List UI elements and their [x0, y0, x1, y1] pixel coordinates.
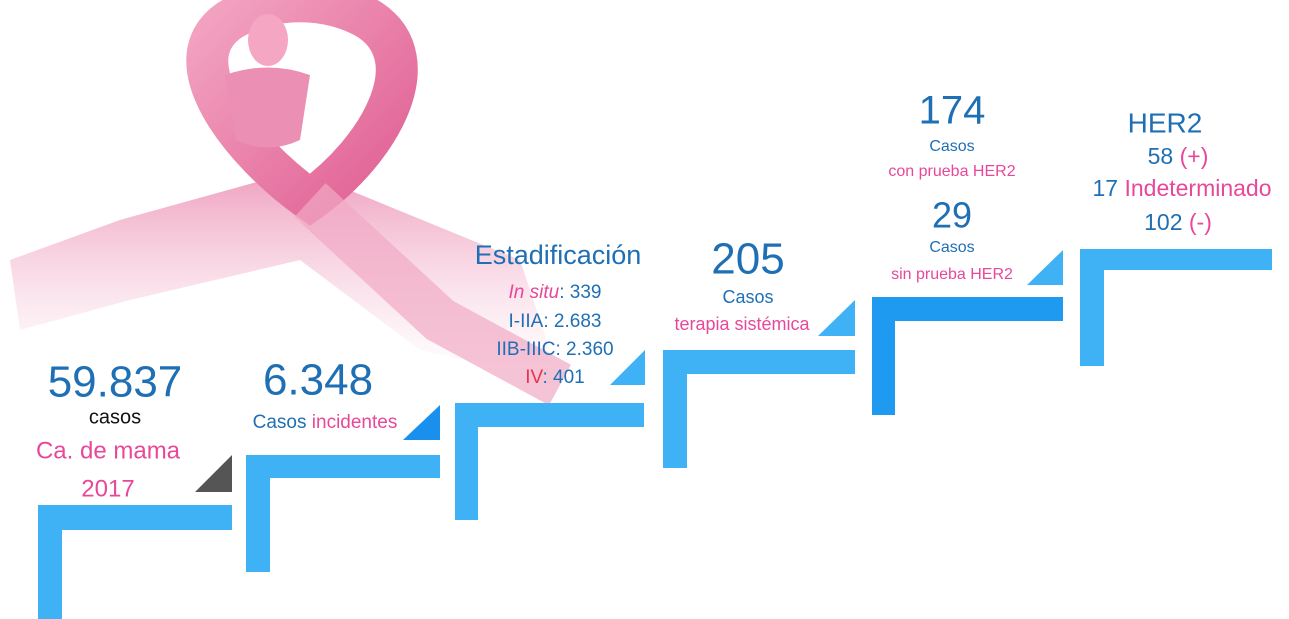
step-2: [246, 455, 440, 572]
step-number: 174: [919, 89, 986, 133]
stage-row: IV: 401: [525, 367, 585, 388]
stage-value: : 2.360: [556, 339, 614, 360]
stage-label: IIB-IIIC: [496, 339, 555, 360]
step-3: [455, 403, 644, 520]
step-label: sin prueba HER2: [891, 266, 1013, 283]
infographic: 59.837 casos Ca. de mama 2017 6.348 Caso…: [0, 0, 1289, 619]
step-number: 205: [711, 235, 784, 284]
step-number: 29: [932, 195, 972, 236]
her2-value: 102: [1144, 209, 1182, 235]
stage-row: I-IIA: 2.683: [509, 311, 602, 332]
step-number: 59.837: [48, 358, 183, 407]
her2-value: 58: [1148, 143, 1174, 169]
step-year: 2017: [81, 475, 134, 502]
her2-label: (+): [1180, 143, 1209, 169]
step-label: con prueba HER2: [888, 163, 1015, 180]
her2-label: Indeterminado: [1124, 175, 1271, 201]
step-triangle: [610, 350, 645, 385]
step-unit: Casos: [929, 239, 974, 256]
figure-head: [248, 14, 288, 66]
step-6: [1080, 249, 1272, 366]
step-1: [38, 505, 232, 619]
her2-row: 17 Indeterminado: [1092, 175, 1271, 201]
step-label: Ca. de mama: [36, 437, 181, 464]
her2-label: (-): [1189, 209, 1212, 235]
page: {"steps": [ {"number": "59.837", "unit":…: [0, 0, 1289, 619]
step-unit: Casos: [253, 412, 307, 433]
her2-value: 17: [1092, 175, 1118, 201]
her2-row: 58 (+): [1148, 143, 1209, 169]
step-unit: Casos: [929, 138, 974, 155]
stage-row: IIB-IIIC: 2.360: [496, 339, 613, 360]
step-triangle: [1027, 250, 1063, 285]
step-triangle: [818, 300, 855, 336]
figure-body: [225, 68, 310, 148]
stage-value: : 339: [559, 282, 601, 303]
ribbon-illustration: [10, 1, 560, 385]
step-triangle: [403, 405, 440, 440]
stage-value: : 2.683: [543, 311, 601, 332]
stage-label: IV: [525, 367, 543, 388]
stage-label: I-IIA: [509, 311, 544, 332]
stairs: [38, 249, 1272, 619]
step-unit: casos: [89, 406, 141, 428]
step-4: [663, 350, 855, 468]
stage-value: : 401: [542, 367, 584, 388]
step-unit: Casos: [722, 287, 773, 307]
stage-row: In situ: 339: [509, 282, 602, 303]
step-label: terapia sistémica: [674, 314, 810, 334]
step-triangle: [195, 455, 232, 492]
step-title: Estadificación: [475, 240, 642, 270]
step-caption: Casos incidentes: [253, 412, 398, 433]
step-5: [872, 297, 1063, 415]
her2-row: 102 (-): [1144, 209, 1212, 235]
step-title: HER2: [1128, 107, 1203, 138]
step-label: incidentes: [312, 412, 398, 433]
step-number: 6.348: [263, 356, 373, 405]
stage-label: In situ: [509, 282, 560, 303]
